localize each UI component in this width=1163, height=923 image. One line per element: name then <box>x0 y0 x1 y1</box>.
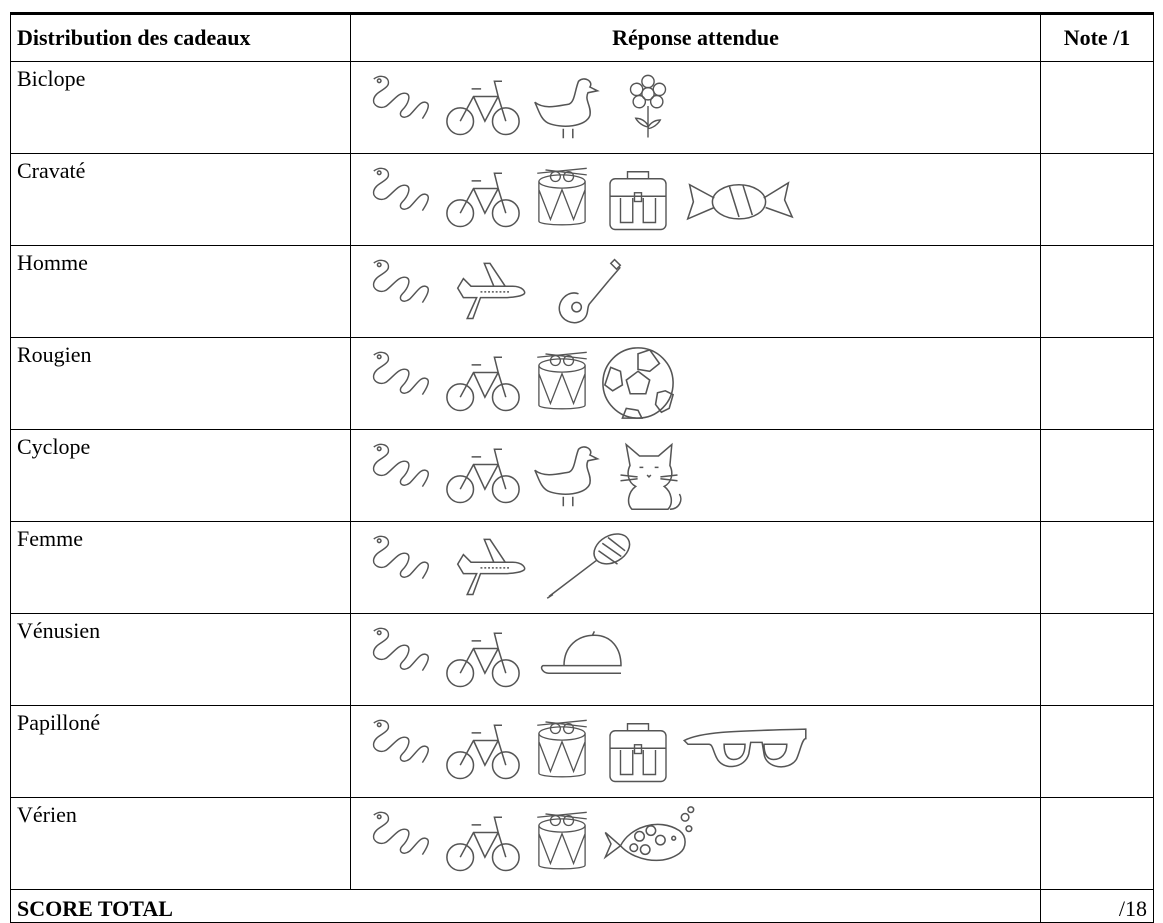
row-name: Femme <box>10 521 351 614</box>
header-cell: Distribution des cadeaux <box>10 12 351 62</box>
icons-cell <box>350 429 1041 522</box>
row: Homme <box>10 245 1154 338</box>
icons <box>372 527 636 599</box>
header-row: Distribution des cadeaux Réponse attendu… <box>10 12 1154 62</box>
note-cell <box>1040 61 1154 154</box>
icons <box>372 443 682 510</box>
row: Papilloné <box>10 705 1154 798</box>
row: Biclope <box>10 61 1154 154</box>
icons-cell <box>350 521 1041 614</box>
row: Rougien <box>10 337 1154 430</box>
row-name: Vénusien <box>10 613 351 706</box>
note-cell <box>1040 521 1154 614</box>
icons <box>372 805 695 871</box>
icons <box>372 627 622 687</box>
icons <box>372 346 674 419</box>
row-name: Cyclope <box>10 429 351 522</box>
header-cell: Note /1 <box>1040 12 1154 62</box>
row-name: Biclope <box>10 61 351 154</box>
icons-cell <box>350 337 1041 430</box>
row-name: Papilloné <box>10 705 351 798</box>
icons-cell <box>350 153 1041 246</box>
row: Femme <box>10 521 1154 614</box>
score-total: /18 <box>1040 889 1154 923</box>
note-cell <box>1040 429 1154 522</box>
note-cell <box>1040 337 1154 430</box>
icons <box>372 74 667 139</box>
row-name: Homme <box>10 245 351 338</box>
header-cell: Réponse attendue <box>350 12 1041 62</box>
icons-cell <box>350 245 1041 338</box>
gift-table: Distribution des cadeaux Réponse attendu… <box>10 12 1154 923</box>
row: Cyclope <box>10 429 1154 522</box>
row: Cravaté <box>10 153 1154 246</box>
icons <box>372 719 807 782</box>
note-cell <box>1040 705 1154 798</box>
row-name: Vérien <box>10 797 351 890</box>
note-cell <box>1040 613 1154 706</box>
icons-cell <box>350 797 1041 890</box>
icons-cell <box>350 705 1041 798</box>
row: Vérien <box>10 797 1154 890</box>
icons-cell <box>350 61 1041 154</box>
icons-cell <box>350 613 1041 706</box>
score-label: SCORE TOTAL <box>10 889 1041 923</box>
row-name: Rougien <box>10 337 351 430</box>
row-name: Cravaté <box>10 153 351 246</box>
row: Vénusien <box>10 613 1154 706</box>
note-cell <box>1040 797 1154 890</box>
footer-row: SCORE TOTAL /18 <box>10 889 1154 923</box>
note-cell <box>1040 245 1154 338</box>
icons <box>372 167 794 230</box>
icons <box>372 258 622 323</box>
note-cell <box>1040 153 1154 246</box>
